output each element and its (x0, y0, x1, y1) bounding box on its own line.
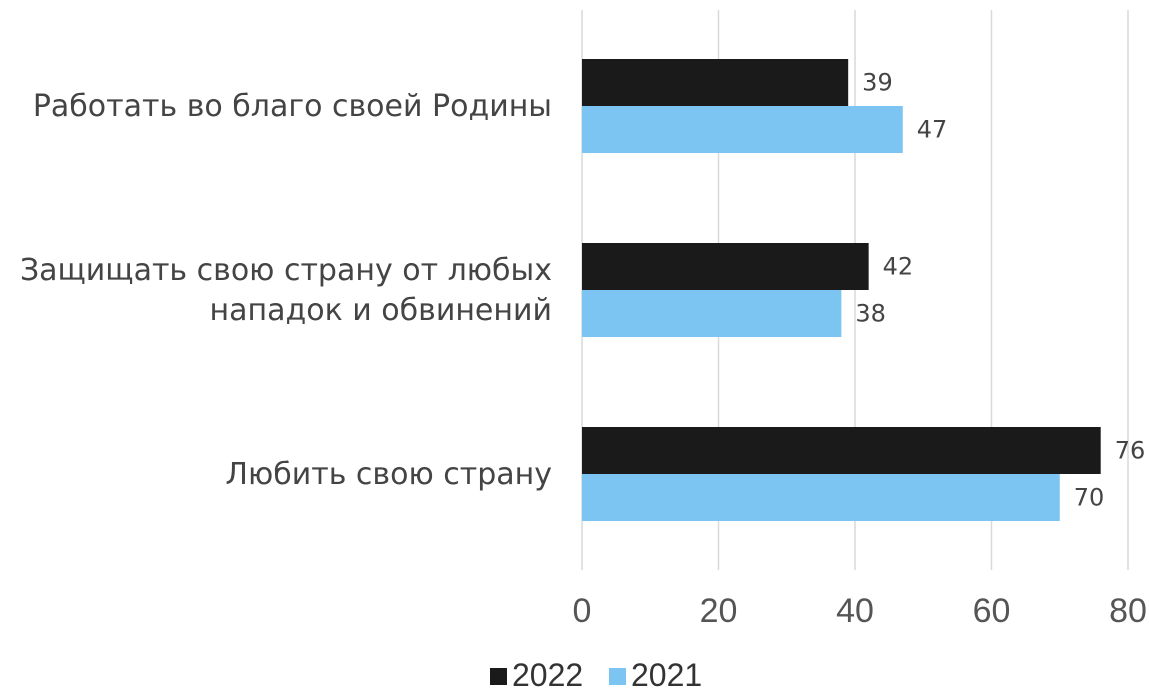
bar-2021-0 (582, 106, 903, 153)
data-label: 76 (1115, 437, 1146, 465)
legend-swatch-2022 (490, 668, 507, 685)
category-label: Работать во благо своей Родины (33, 89, 552, 124)
x-tick-label: 60 (973, 592, 1011, 630)
x-tick-label: 80 (1109, 592, 1147, 630)
bar-2022-1 (582, 243, 869, 290)
category-label: Защищать свою страну от любых (20, 253, 552, 288)
legend: 2022 2021 (490, 657, 702, 693)
bar-2021-2 (582, 474, 1060, 521)
category-label: нападок и обвинений (210, 293, 553, 328)
legend-swatch-2021 (609, 668, 626, 685)
data-label: 47 (917, 116, 948, 144)
bar-2021-1 (582, 290, 842, 337)
x-tick-label: 20 (700, 592, 738, 630)
bar-2022-2 (582, 427, 1101, 474)
data-label: 42 (883, 253, 914, 281)
category-label: Любить свою страну (225, 457, 552, 492)
data-labels: 39 42 76 47 38 70 (855, 69, 1145, 512)
bar-2022-0 (582, 59, 849, 106)
data-label: 39 (862, 69, 893, 97)
x-tick-label: 40 (836, 592, 874, 630)
category-labels: Работать во благо своей Родины Защищать с… (20, 89, 552, 492)
x-tick-label: 0 (573, 592, 592, 630)
data-label: 38 (855, 300, 886, 328)
legend-label: 2022 (512, 657, 583, 693)
data-label: 70 (1074, 484, 1105, 512)
x-axis-ticks: 0 20 40 60 80 (573, 592, 1147, 630)
legend-label: 2021 (631, 657, 702, 693)
bars (582, 59, 1101, 521)
